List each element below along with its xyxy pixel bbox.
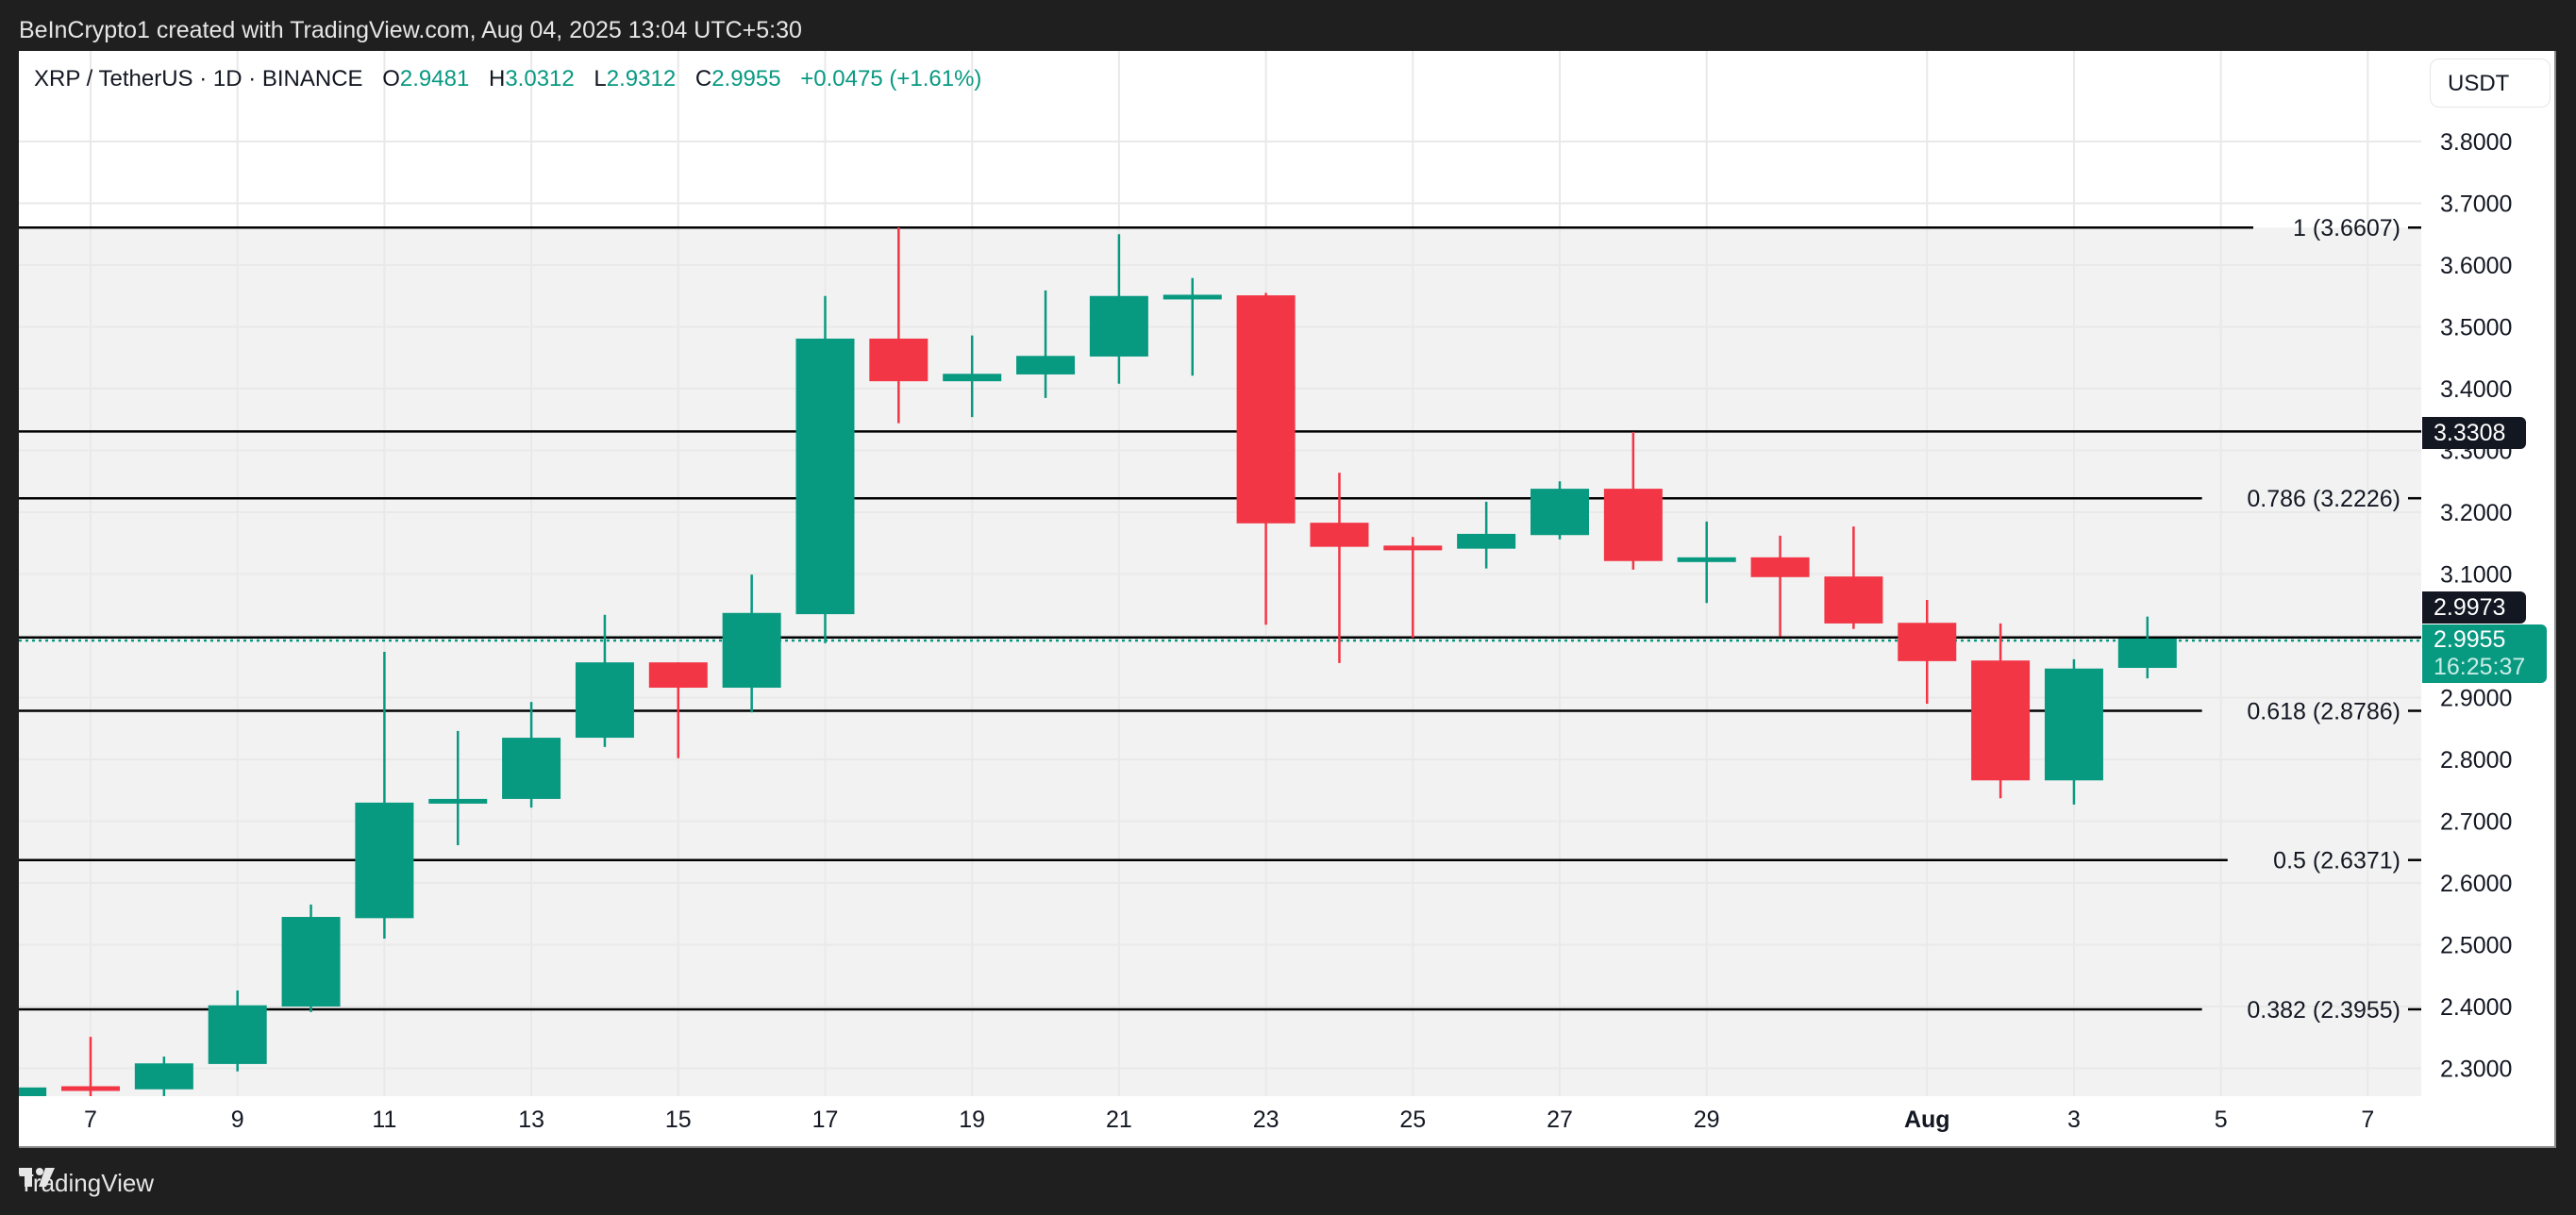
chart-attribution: BeInCrypto1 created with TradingView.com… bbox=[19, 17, 802, 43]
date-tick-label: Aug bbox=[1904, 1107, 1950, 1133]
close-label: C bbox=[694, 66, 712, 92]
chart-pane[interactable]: 1 (3.6607) 0.786 (3.2226) 0.618 (2.8786) 0.… bbox=[19, 51, 2556, 1148]
date-tick-label: 17 bbox=[812, 1107, 839, 1133]
candle-jul-8[interactable] bbox=[134, 1057, 193, 1096]
price-tick-label: 2.3000 bbox=[2440, 1057, 2512, 1083]
open-label: O bbox=[382, 66, 400, 92]
candle-aug-2[interactable] bbox=[1971, 623, 2031, 799]
symbol-title: XRP / TetherUS · 1D · BINANCE bbox=[34, 66, 363, 92]
price-tick-label: 3.8000 bbox=[2440, 129, 2512, 156]
candle-jul-31[interactable] bbox=[1824, 526, 1883, 629]
close-value: 2.9955 bbox=[711, 66, 781, 92]
fib-level-label: 0.618 (2.8786) bbox=[2247, 699, 2400, 725]
date-tick-label: 19 bbox=[959, 1107, 985, 1133]
date-tick-label: 29 bbox=[1694, 1107, 1720, 1133]
open-value: 2.9481 bbox=[399, 66, 470, 92]
date-tick-label: 25 bbox=[1399, 1107, 1426, 1133]
price-tick-label: 3.5000 bbox=[2440, 315, 2512, 341]
time-axis-pane[interactable] bbox=[19, 1096, 2556, 1148]
candle-jul-15[interactable] bbox=[648, 662, 708, 758]
candle-jul-26[interactable] bbox=[1457, 501, 1516, 569]
date-tick-label: 21 bbox=[1106, 1107, 1132, 1133]
price-tick-label: 3.1000 bbox=[2440, 562, 2512, 589]
date-tick-label: 11 bbox=[372, 1107, 396, 1133]
low-label: L bbox=[594, 66, 607, 92]
price-tick-label: 3.6000 bbox=[2440, 253, 2512, 279]
candle-jul-30[interactable] bbox=[1750, 535, 1810, 637]
price-tick-label: 2.7000 bbox=[2440, 809, 2512, 836]
last-price-tag: 2.9955 16:25:37 bbox=[2422, 624, 2547, 683]
candle-jul-12[interactable] bbox=[428, 730, 488, 846]
candle-jul-20[interactable] bbox=[1016, 290, 1076, 398]
candlestick-chart[interactable]: 1 (3.6607) 0.786 (3.2226) 0.618 (2.8786) 0.… bbox=[19, 51, 2556, 1148]
price-tick-label: 3.4000 bbox=[2440, 376, 2512, 403]
last-price-value: 2.9955 bbox=[2434, 626, 2506, 653]
date-tick-label: 15 bbox=[665, 1107, 692, 1133]
currency-button[interactable]: USDT bbox=[2430, 58, 2551, 108]
price-tick-label: 3.7000 bbox=[2440, 191, 2512, 218]
candle-jul-19[interactable] bbox=[943, 335, 1002, 418]
candle-jul-9[interactable] bbox=[208, 990, 267, 1072]
fib-level-label: 0.786 (3.2226) bbox=[2247, 486, 2400, 512]
date-tick-label: 23 bbox=[1253, 1107, 1280, 1133]
price-tag-2-9973: 2.9973 bbox=[2422, 591, 2526, 624]
candle-jul-21[interactable] bbox=[1089, 234, 1148, 384]
change-value: +0.0475 (+1.61%) bbox=[800, 66, 982, 92]
candle-jul-11[interactable] bbox=[355, 652, 414, 939]
candle-jul-13[interactable] bbox=[502, 702, 561, 808]
symbol-legend: XRP / TetherUS · 1D · BINANCE O2.9481 H3… bbox=[34, 66, 981, 92]
fib-zone-fill bbox=[19, 227, 2421, 1096]
date-tick-label: 13 bbox=[518, 1107, 544, 1133]
price-tag-3-3308: 3.3308 bbox=[2422, 417, 2526, 449]
bar-countdown: 16:25:37 bbox=[2434, 654, 2526, 680]
candle-jul-29[interactable] bbox=[1677, 521, 1736, 604]
fib-level-label: 1 (3.6607) bbox=[2293, 215, 2400, 241]
candle-jul-17[interactable] bbox=[795, 295, 855, 643]
candle-jul-18[interactable] bbox=[869, 227, 928, 424]
candle-jul-25[interactable] bbox=[1383, 537, 1443, 638]
high-value: 3.0312 bbox=[505, 66, 575, 92]
tradingview-logo-icon bbox=[19, 1168, 55, 1187]
price-tick-label: 2.8000 bbox=[2440, 747, 2512, 774]
date-tick-label: 7 bbox=[84, 1107, 97, 1133]
candle-jul-14[interactable] bbox=[575, 614, 634, 747]
candle-jul-16[interactable] bbox=[722, 574, 781, 713]
candle-aug-3[interactable] bbox=[2044, 658, 2103, 805]
date-tick-label: 3 bbox=[2067, 1107, 2081, 1133]
candle-aug-4[interactable] bbox=[2117, 616, 2177, 679]
price-tick-label: 2.9000 bbox=[2440, 686, 2512, 712]
fib-level-label: 0.5 (2.6371) bbox=[2273, 848, 2400, 874]
high-label: H bbox=[488, 66, 506, 92]
candle-jul-27[interactable] bbox=[1531, 481, 1589, 540]
date-tick-label: 9 bbox=[231, 1107, 244, 1133]
price-tick-label: 2.4000 bbox=[2440, 994, 2512, 1021]
low-value: 2.9312 bbox=[606, 66, 677, 92]
price-tick-label: 2.6000 bbox=[2440, 871, 2512, 897]
candle-jul-7[interactable] bbox=[61, 1037, 120, 1100]
date-tick-label: 7 bbox=[2361, 1107, 2374, 1133]
candle-jul-10[interactable] bbox=[281, 904, 341, 1012]
fib-level-label: 0.382 (2.3955) bbox=[2247, 997, 2400, 1024]
tradingview-logo[interactable]: TradingView bbox=[19, 1166, 154, 1200]
price-tick-label: 2.5000 bbox=[2440, 933, 2512, 959]
date-tick-label: 5 bbox=[2215, 1107, 2228, 1133]
date-tick-label: 27 bbox=[1547, 1107, 1573, 1133]
candle-jul-28[interactable] bbox=[1603, 431, 1663, 570]
candle-aug-1[interactable] bbox=[1898, 600, 1957, 705]
price-tick-label: 3.2000 bbox=[2440, 500, 2512, 526]
candle-jul-22[interactable] bbox=[1163, 277, 1222, 376]
candle-jul-23[interactable] bbox=[1236, 292, 1296, 625]
candle-jul-24[interactable] bbox=[1310, 473, 1369, 663]
